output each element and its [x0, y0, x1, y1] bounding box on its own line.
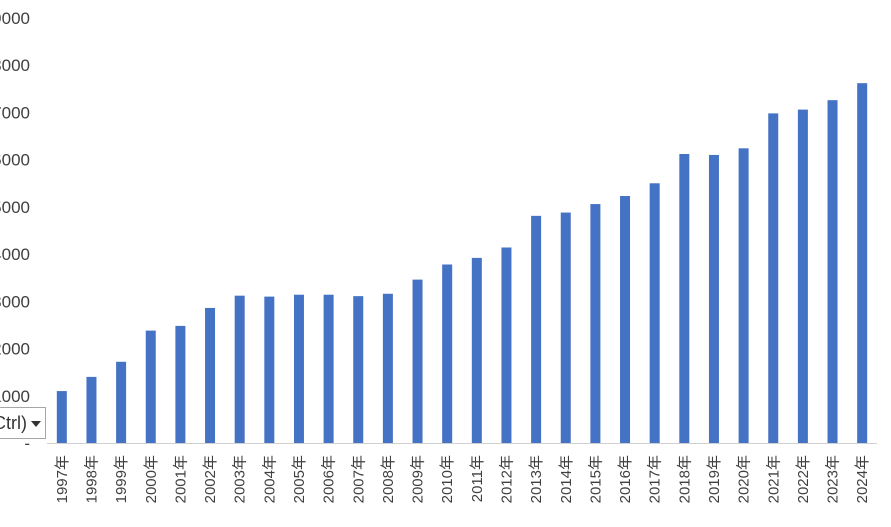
x-tick-label: 2006年: [321, 455, 338, 503]
bar: [323, 294, 334, 443]
x-tick-label: 2021年: [765, 455, 782, 503]
bar: [649, 183, 660, 443]
y-tick-label: 4000: [0, 245, 30, 264]
bar: [679, 154, 690, 443]
bar: [175, 325, 186, 443]
x-tick-label: 2013年: [528, 455, 545, 503]
x-tick-label: 2012年: [498, 455, 515, 503]
bar: [86, 376, 97, 443]
x-tick-label: 2008年: [380, 455, 397, 503]
bar: [442, 264, 453, 443]
bar: [738, 148, 749, 443]
x-tick-label: 2009年: [410, 455, 427, 503]
bar: [145, 330, 156, 443]
bar: [382, 293, 393, 443]
bar: [620, 196, 631, 443]
bar: [56, 391, 67, 443]
y-tick-label: 7000: [0, 103, 30, 122]
x-tick-label: 2004年: [261, 455, 278, 503]
y-tick-label: 6000: [0, 151, 30, 170]
x-tick-label: 2010年: [439, 455, 456, 503]
x-tick-label: 2016年: [617, 455, 634, 503]
y-axis-ticks: - 1000 2000 3000 4000 5000 6000 7000 8000 9000: [0, 9, 30, 453]
x-tick-label: 2002年: [202, 455, 219, 503]
x-axis-ticks: 1997年 1998年 1999年 2000年 2001年 2002年 2003年 2004年…: [54, 455, 871, 503]
x-tick-label: 2018年: [676, 455, 693, 503]
paste-options-button[interactable]: Ctrl): [0, 407, 46, 439]
x-tick-label: 2015年: [587, 455, 604, 503]
bar: [531, 215, 542, 443]
x-tick-label: 2011年: [469, 455, 486, 502]
bar: [412, 279, 423, 443]
bar: [708, 154, 719, 443]
x-tick-label: 2022年: [795, 455, 812, 503]
bar: [234, 295, 245, 443]
bar: [353, 296, 364, 443]
chevron-down-icon: [31, 421, 41, 427]
x-tick-label: 1998年: [83, 455, 100, 503]
bar: [205, 307, 216, 443]
x-tick-label: 2020年: [736, 455, 753, 503]
bar: [116, 361, 127, 443]
bar: [293, 294, 304, 443]
y-tick-label: 5000: [0, 198, 30, 217]
y-tick-label: 8000: [0, 56, 30, 75]
bar: [797, 109, 808, 444]
x-tick-label: 1997年: [54, 455, 71, 503]
y-tick-label: -: [24, 434, 30, 453]
y-tick-label: 3000: [0, 292, 30, 311]
x-tick-label: 1999年: [113, 455, 130, 503]
bar: [264, 296, 275, 443]
bar: [501, 247, 512, 443]
x-tick-label: 2024年: [854, 455, 871, 503]
y-tick-label: 2000: [0, 340, 30, 359]
bar: [827, 100, 838, 444]
bar-series: [56, 83, 868, 444]
x-tick-label: 2005年: [291, 455, 308, 503]
x-tick-label: 2003年: [232, 455, 249, 503]
x-tick-label: 2007年: [350, 455, 367, 503]
x-tick-label: 2000年: [143, 455, 160, 503]
x-tick-label: 2023年: [825, 455, 842, 503]
y-tick-label: 9000: [0, 9, 30, 28]
bar: [471, 257, 482, 443]
bar: [768, 113, 779, 443]
bar: [857, 83, 868, 444]
bar: [560, 212, 571, 443]
bar: [590, 204, 601, 443]
y-tick-label: 1000: [0, 387, 30, 406]
x-tick-label: 2014年: [558, 455, 575, 503]
x-tick-label: 2019年: [706, 455, 723, 503]
x-tick-label: 2017年: [647, 455, 664, 503]
x-tick-label: 2001年: [172, 455, 189, 503]
paste-options-label: Ctrl): [0, 412, 27, 433]
